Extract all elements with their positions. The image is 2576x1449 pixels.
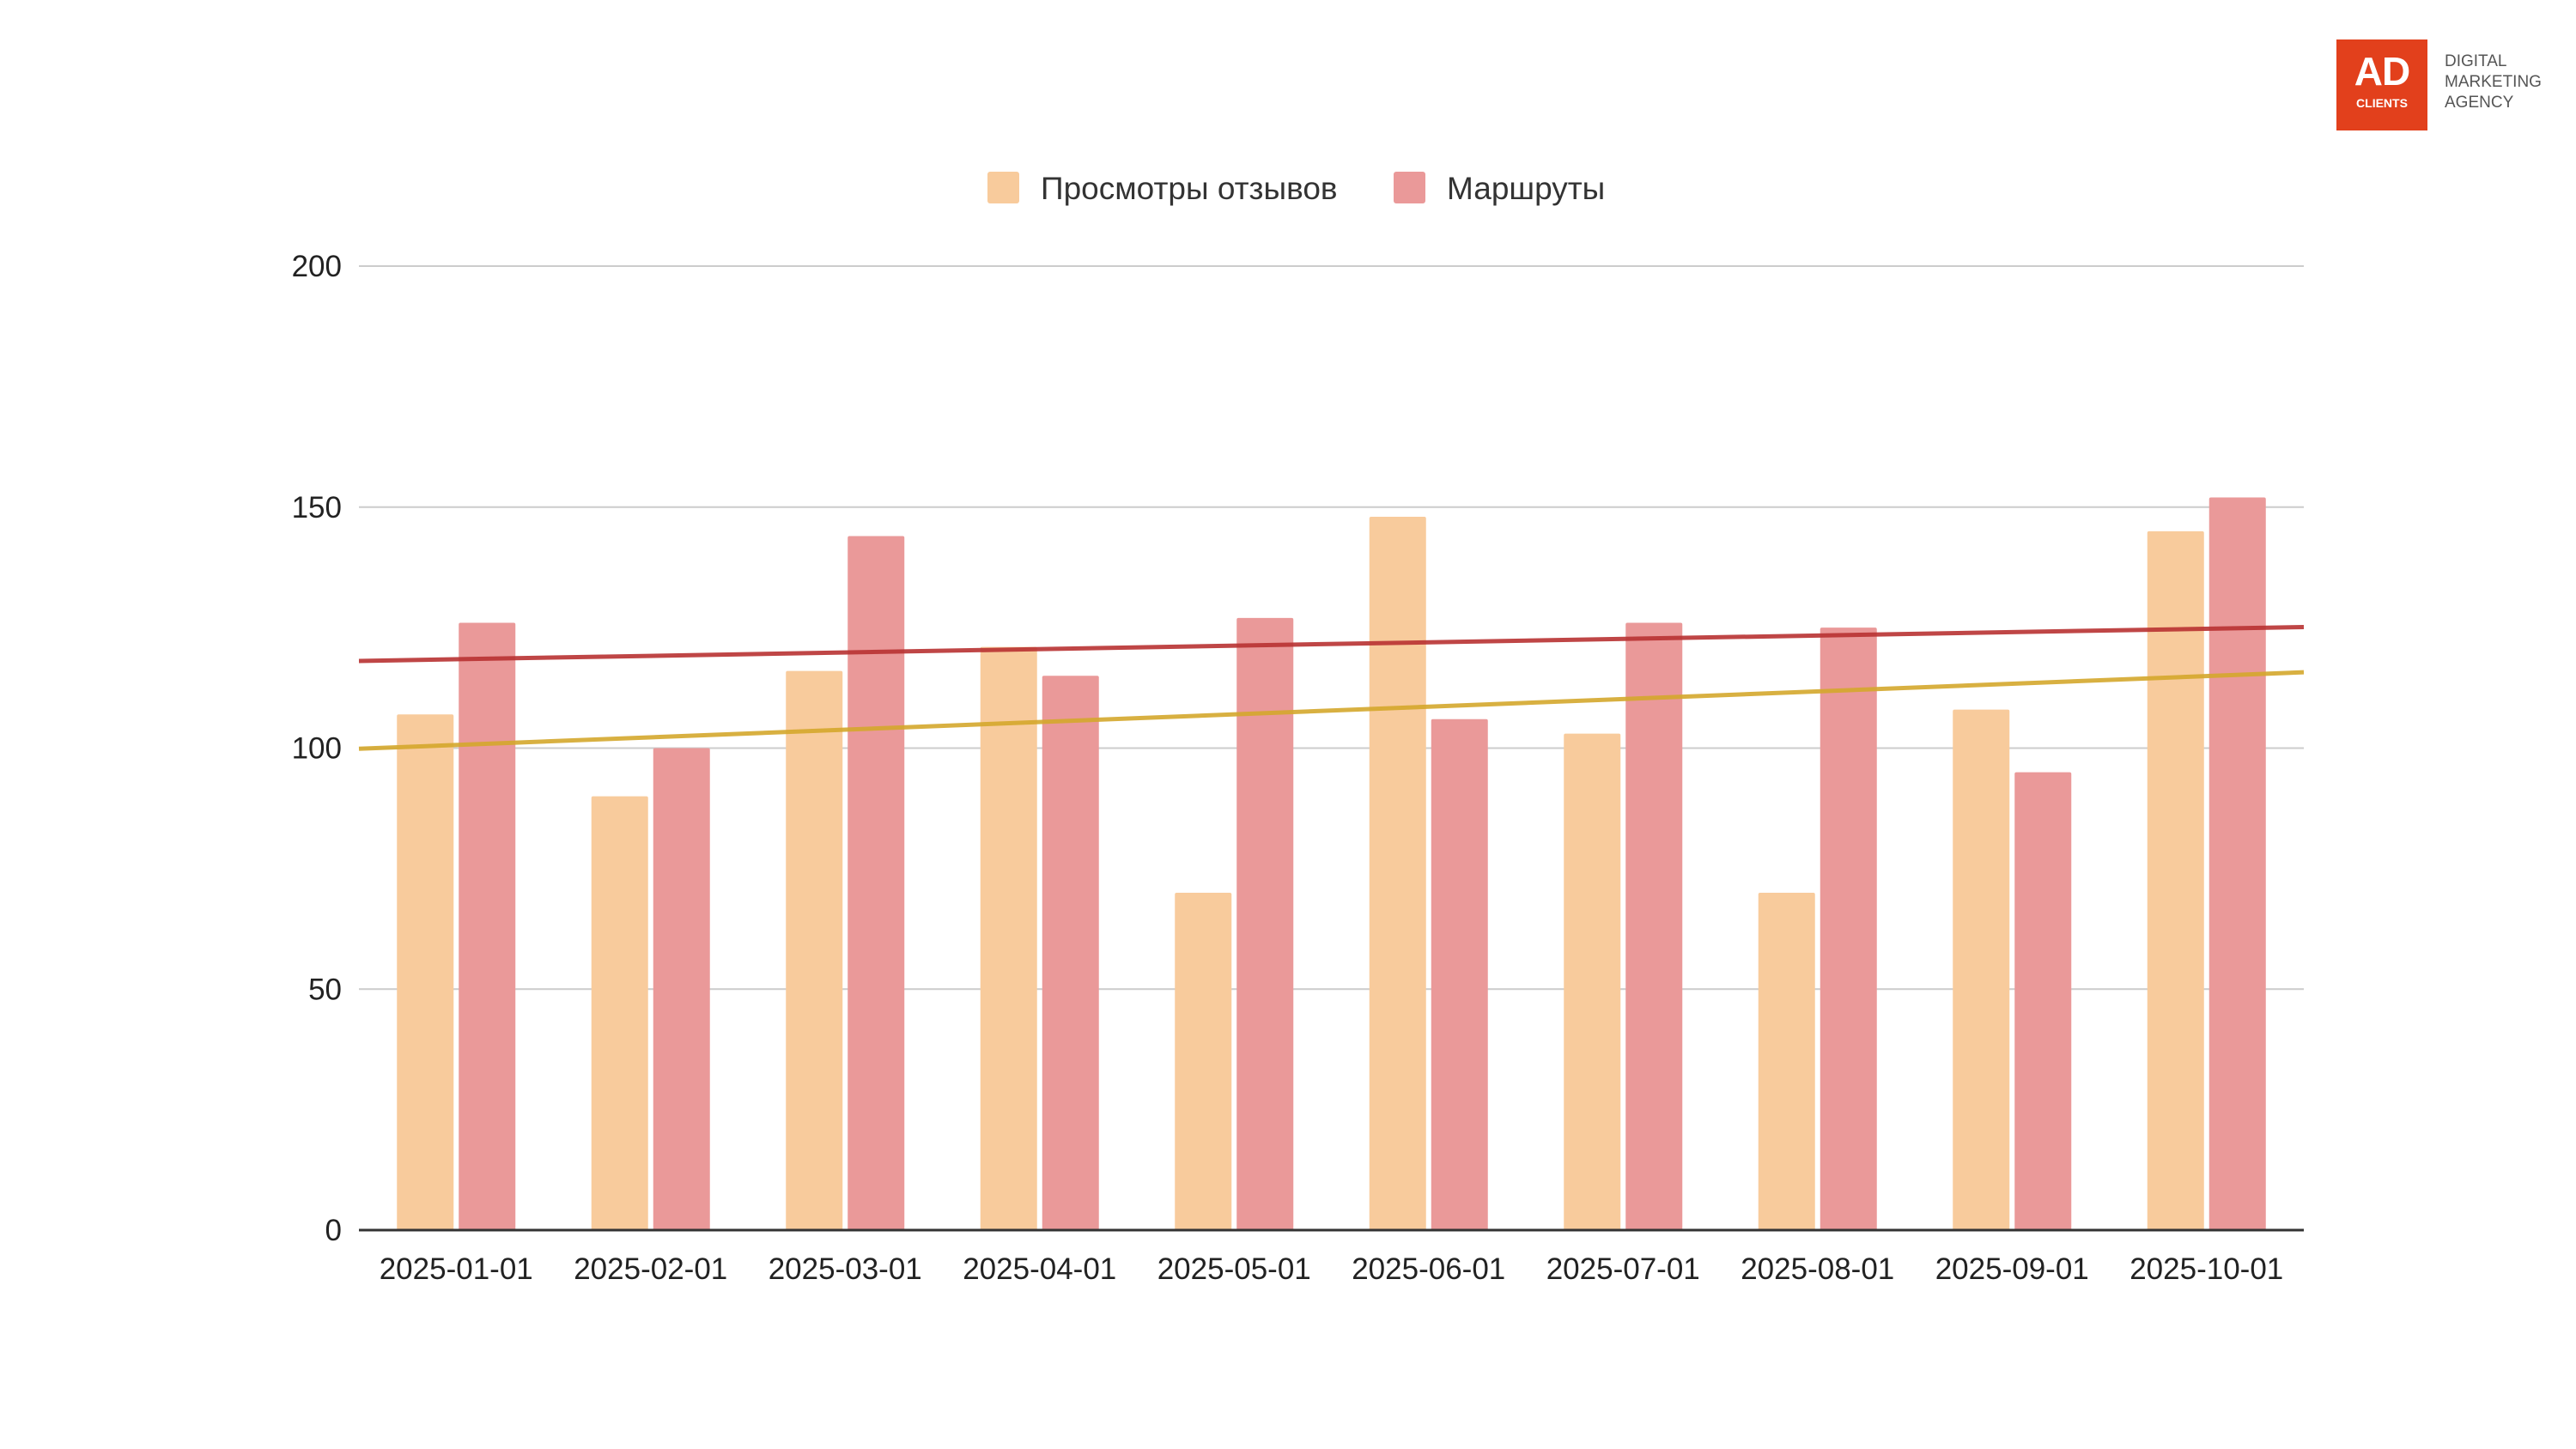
bar — [2014, 772, 2072, 1230]
logo-sub-text: CLIENTS — [2356, 96, 2408, 110]
bar — [1564, 733, 1621, 1230]
x-tick-label: 2025-04-01 — [963, 1252, 1116, 1286]
x-tick-label: 2025-02-01 — [574, 1252, 727, 1286]
bar — [1042, 676, 1099, 1230]
x-tick-label: 2025-06-01 — [1352, 1252, 1505, 1286]
logo-tagline: DIGITAL MARKETING AGENCY — [2445, 52, 2542, 113]
x-tick-label: 2025-01-01 — [380, 1252, 533, 1286]
legend-swatch — [987, 172, 1019, 203]
tagline-line-3: AGENCY — [2445, 94, 2514, 112]
bar — [1820, 627, 1877, 1230]
bar — [2208, 497, 2266, 1230]
legend-label: Маршруты — [1447, 171, 1605, 206]
x-tick-label: 2025-09-01 — [1935, 1252, 2089, 1286]
legend-label: Просмотры отзывов — [1041, 171, 1338, 206]
bar — [1175, 892, 1232, 1230]
y-tick-label: 200 — [292, 250, 342, 283]
bar — [459, 622, 516, 1230]
bar — [1953, 709, 2010, 1230]
x-tick-label: 2025-05-01 — [1157, 1252, 1311, 1286]
x-tick-label: 2025-03-01 — [769, 1252, 922, 1286]
logo-main-text: AD — [2354, 49, 2410, 94]
bar — [1625, 622, 1683, 1230]
trendline — [358, 624, 2305, 664]
bar — [397, 714, 454, 1230]
tagline-line-2: MARKETING — [2445, 73, 2542, 91]
x-tick-label: 2025-10-01 — [2129, 1252, 2283, 1286]
y-tick-label: 0 — [325, 1214, 342, 1247]
bar — [980, 646, 1037, 1230]
legend-swatch — [1394, 172, 1425, 203]
bar — [848, 536, 905, 1230]
tagline-line-1: DIGITAL — [2445, 52, 2507, 70]
y-tick-label: 150 — [292, 491, 342, 524]
bar — [2147, 530, 2204, 1230]
bar — [1236, 617, 1294, 1230]
y-tick-label: 100 — [292, 732, 342, 766]
logo-badge: AD CLIENTS — [2336, 39, 2427, 130]
x-tick-label: 2025-07-01 — [1546, 1252, 1700, 1286]
bar — [1758, 892, 1815, 1230]
brand-logo: AD CLIENTS DIGITAL MARKETING AGENCY — [2336, 39, 2560, 130]
bar — [591, 796, 648, 1230]
y-tick-label: 50 — [308, 973, 342, 1006]
bar — [653, 748, 710, 1230]
bar — [1369, 516, 1426, 1230]
x-tick-label: 2025-08-01 — [1741, 1252, 1894, 1286]
bar — [786, 670, 843, 1230]
bar — [1431, 718, 1488, 1230]
trendline — [358, 670, 2305, 751]
